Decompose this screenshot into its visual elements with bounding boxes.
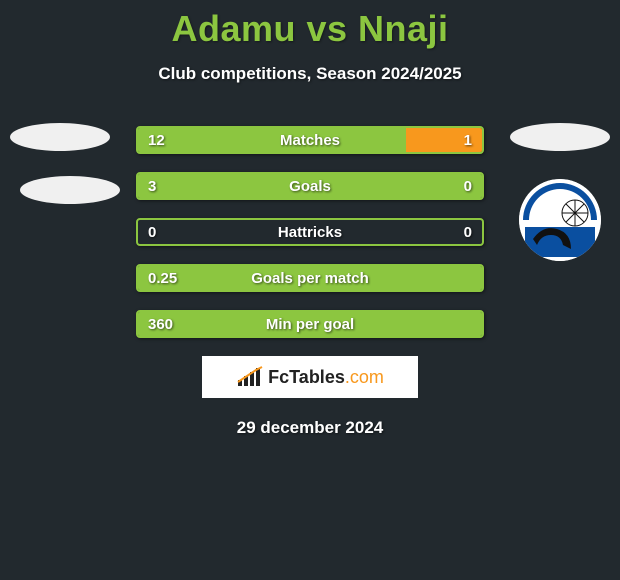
subtitle: Club competitions, Season 2024/2025: [0, 64, 620, 84]
stat-label: Goals per match: [136, 264, 484, 292]
stat-value-right: 0: [464, 218, 472, 246]
club-badge-left: [20, 176, 120, 204]
page-title: Adamu vs Nnaji: [0, 0, 620, 50]
stat-value-right: 1: [464, 126, 472, 154]
date-label: 29 december 2024: [0, 418, 620, 438]
player-badge-left: [10, 123, 110, 151]
stat-row: 0.25 Goals per match: [136, 264, 484, 292]
stat-row: 360 Min per goal: [136, 310, 484, 338]
stat-label: Hattricks: [136, 218, 484, 246]
brand-text: FcTables.com: [268, 367, 384, 388]
stat-value-right: 0: [464, 172, 472, 200]
player-badge-right: [510, 123, 610, 151]
brand-name: FcTables: [268, 367, 345, 387]
stat-label: Min per goal: [136, 310, 484, 338]
stat-row: 3 Goals 0: [136, 172, 484, 200]
club-badge-right: [519, 179, 601, 261]
brand-logo[interactable]: FcTables.com: [202, 356, 418, 398]
bar-chart-icon: [236, 366, 264, 388]
dolphin-crest-icon: [519, 179, 601, 261]
stat-label: Matches: [136, 126, 484, 154]
stat-row: 0 Hattricks 0: [136, 218, 484, 246]
stat-label: Goals: [136, 172, 484, 200]
stat-row: 12 Matches 1: [136, 126, 484, 154]
brand-tld: .com: [345, 367, 384, 387]
